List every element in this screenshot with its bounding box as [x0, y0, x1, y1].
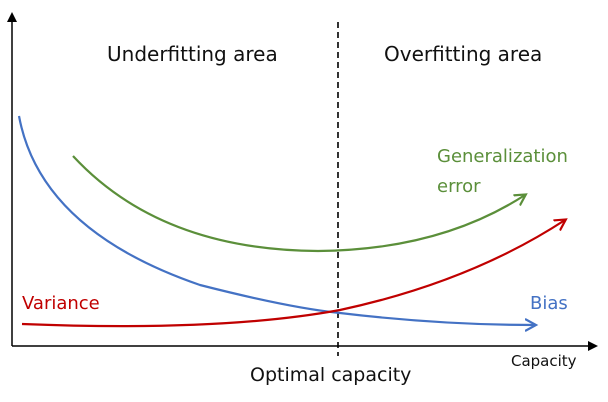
- bias-label: Bias: [530, 293, 568, 314]
- overfitting-area-label: Overfitting area: [384, 42, 543, 66]
- optimal-capacity-label: Optimal capacity: [250, 364, 412, 386]
- variance-curve: [21, 220, 565, 328]
- generalization-error-label-line2: error: [437, 176, 481, 197]
- x-axis-label: Capacity: [511, 352, 577, 370]
- underfitting-area-label: Underfitting area: [107, 42, 278, 66]
- generalization-error-curve: [72, 155, 525, 253]
- variance-label: Variance: [22, 293, 100, 314]
- generalization-error-label-line1: Generalization: [437, 146, 568, 167]
- bias-curve: [17, 115, 535, 325]
